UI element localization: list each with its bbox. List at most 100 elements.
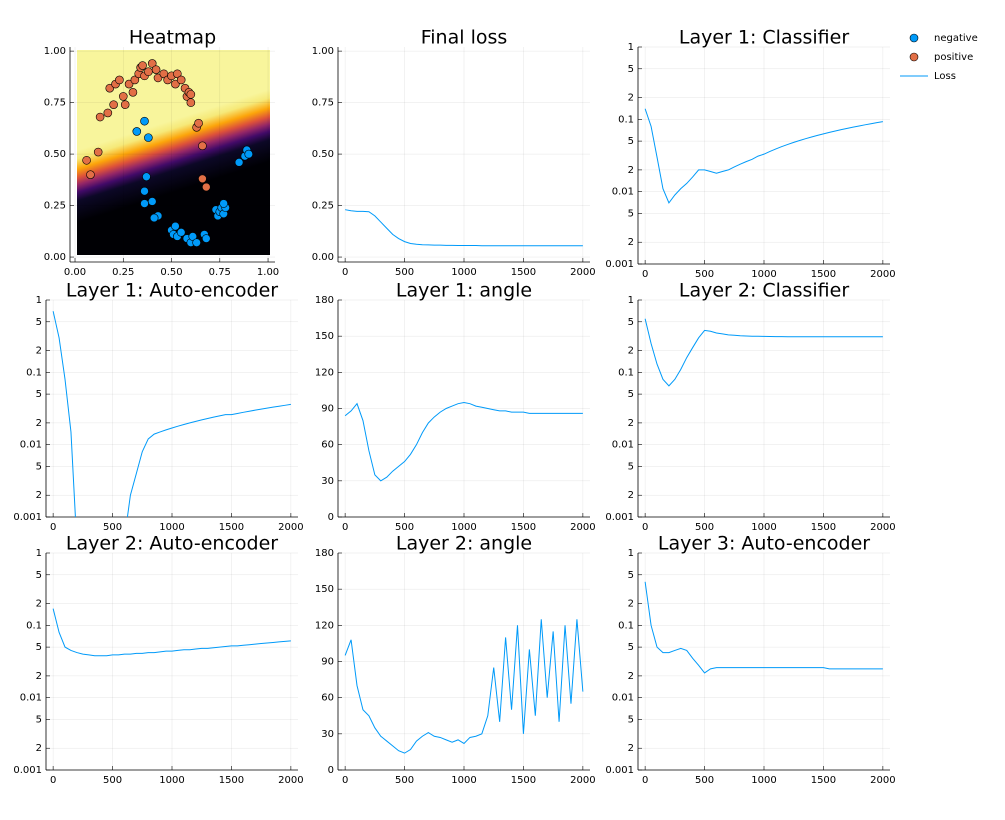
y-tick-label: 5 (628, 714, 634, 725)
x-tick-label: 1000 (159, 522, 184, 533)
y-tick-label: 1.00 (312, 46, 334, 57)
y-tick-label: 90 (321, 404, 334, 415)
loss-line (344, 401, 583, 482)
y-tick-label: 1 (628, 548, 634, 559)
scatter-point (82, 155, 91, 165)
y-tick-label: 0.00 (44, 252, 66, 263)
y-tick-label: 0.50 (44, 149, 66, 160)
x-tick-label: 1000 (451, 267, 476, 278)
x-tick-label: 0.75 (209, 267, 231, 278)
scatter-point (176, 75, 186, 85)
x-tick-label: 500 (103, 522, 122, 533)
y-tick-label: 0.01 (612, 440, 634, 451)
scatter-point (144, 67, 153, 77)
y-tick-label: 5 (628, 317, 634, 328)
scatter-point (128, 88, 138, 97)
scatter-point (173, 69, 182, 79)
x-tick-label: 1500 (511, 267, 536, 278)
scatter-point (103, 108, 113, 118)
scatter-point (138, 61, 147, 70)
x-tick-label: 2000 (278, 522, 303, 533)
legend-label: positive (934, 52, 973, 63)
scatter-point (198, 141, 207, 151)
chart-title: Layer 2: Classifier (679, 280, 849, 302)
scatter-point (188, 232, 198, 241)
y-tick-label: 0.001 (605, 512, 634, 523)
x-tick-label: 1000 (451, 522, 476, 533)
y-tick-label: 30 (321, 476, 334, 487)
y-tick-label: 1 (36, 548, 42, 559)
y-tick-label: 0 (328, 512, 334, 523)
scatter-point (219, 199, 228, 208)
y-tick-label: 0.50 (312, 149, 334, 160)
scatter-point (118, 92, 128, 101)
x-tick-label: 1500 (511, 522, 536, 533)
scatter-point (234, 158, 244, 167)
scatter-point (147, 59, 157, 68)
chart-title: Layer 3: Auto-encoder (658, 533, 870, 555)
y-tick-label: 5 (628, 208, 634, 219)
y-tick-label: 0.25 (44, 201, 66, 212)
y-tick-label: 2 (628, 490, 634, 501)
x-tick-label: 2000 (870, 522, 895, 533)
panel: 0.00 0.25 0.50 0.75 1.00 0.00 0.25 0.50 0.75 1.00… (44, 27, 279, 279)
chart-title: Heatmap (129, 27, 216, 49)
panel: 1 5 2 0.1 5 2 0.01 5 2 0.001 0 500 1000 1500 2000 Layer… (605, 533, 895, 787)
y-tick-label: 90 (321, 657, 334, 668)
scatter-point (151, 65, 161, 74)
x-tick-label: 0 (342, 522, 348, 533)
x-tick-label: 1500 (811, 522, 836, 533)
x-tick-label: 2000 (570, 522, 595, 533)
y-tick-label: 5 (628, 642, 634, 653)
panel: 0.00 0.25 0.50 0.75 1.00 0 500 1000 1500 2000 Fina… (312, 27, 596, 279)
y-tick-label: 0.001 (13, 765, 42, 776)
y-tick-label: 5 (628, 136, 634, 147)
scatter-point (176, 228, 186, 237)
y-tick-label: 0.75 (44, 98, 66, 109)
x-tick-label: 1500 (811, 269, 836, 280)
y-tick-label: 1.00 (44, 46, 66, 57)
y-tick-label: 2 (628, 599, 634, 610)
scatter-point (142, 172, 151, 182)
y-tick-label: 0.001 (605, 765, 634, 776)
panel: 0 30 60 90 120 150 180 0 500 1000 1500 2000 Layer 1:… (315, 280, 596, 534)
y-tick-label: 0.1 (26, 620, 42, 631)
y-tick-label: 1 (628, 42, 634, 53)
y-tick-label: 0.1 (618, 114, 634, 125)
x-tick-label: 0.00 (64, 267, 86, 278)
chart-title: Layer 2: angle (396, 533, 532, 555)
panel: 1 5 2 0.1 5 2 0.01 5 2 0.001 0 500 1000 1500 2000 Layer… (605, 27, 895, 281)
x-tick-label: 0 (50, 775, 56, 786)
scatter-point (194, 118, 203, 128)
scatter-point (147, 197, 157, 206)
y-tick-label: 0.1 (618, 367, 634, 378)
y-tick-label: 0.75 (312, 98, 334, 109)
scatter-point (171, 221, 180, 231)
loss-line (52, 608, 291, 657)
x-tick-label: 500 (395, 267, 414, 278)
y-tick-label: 5 (628, 570, 634, 581)
y-tick-label: 2 (36, 418, 42, 429)
y-tick-label: 0.01 (20, 693, 42, 704)
x-tick-label: 2000 (278, 775, 303, 786)
y-tick-label: 5 (628, 389, 634, 400)
y-tick-label: 0 (328, 765, 334, 776)
y-tick-label: 0.01 (20, 440, 42, 451)
y-tick-label: 0.01 (612, 187, 634, 198)
chart-title: Layer 1: Classifier (679, 27, 849, 49)
y-tick-label: 1 (628, 295, 634, 306)
scatter-point (95, 112, 105, 122)
x-tick-label: 1000 (159, 775, 184, 786)
loss-line (52, 311, 291, 517)
y-tick-label: 60 (321, 440, 334, 451)
loss-line (345, 209, 583, 247)
x-tick-label: 1500 (219, 522, 244, 533)
scatter-point (244, 149, 254, 159)
y-tick-label: 5 (628, 461, 634, 472)
y-tick-label: 30 (321, 729, 334, 740)
y-tick-label: 2 (36, 599, 42, 610)
x-tick-label: 500 (695, 269, 714, 280)
y-tick-label: 0.00 (312, 252, 334, 263)
y-tick-label: 5 (36, 461, 42, 472)
panel: 0 30 60 90 120 150 180 0 500 1000 1500 2000 Layer 2:… (315, 533, 596, 787)
